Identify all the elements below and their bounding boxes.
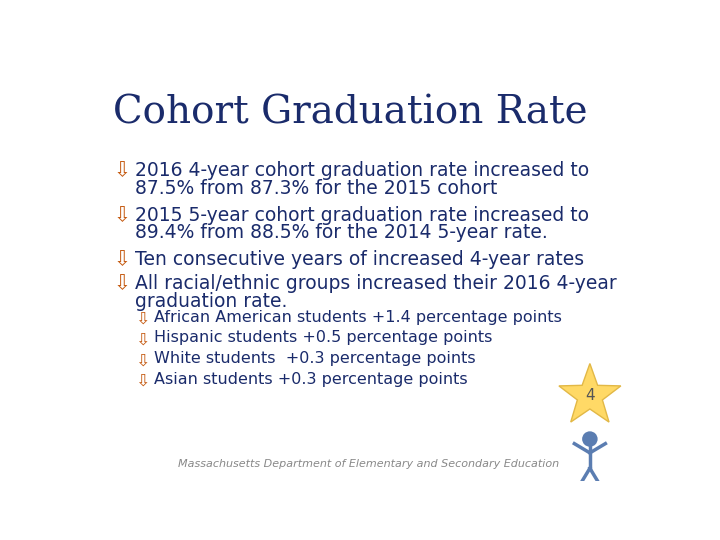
Text: Asian students +0.3 percentage points: Asian students +0.3 percentage points bbox=[153, 372, 467, 387]
Text: 4: 4 bbox=[585, 388, 595, 403]
Text: ⇩: ⇩ bbox=[113, 161, 130, 180]
Text: 87.5% from 87.3% for the 2015 cohort: 87.5% from 87.3% for the 2015 cohort bbox=[135, 179, 498, 198]
Text: African American students +1.4 percentage points: African American students +1.4 percentag… bbox=[153, 309, 562, 325]
Text: All racial/ethnic groups increased their 2016 4-year: All racial/ethnic groups increased their… bbox=[135, 274, 617, 293]
Text: ⇩: ⇩ bbox=[135, 309, 150, 328]
Text: Hispanic students +0.5 percentage points: Hispanic students +0.5 percentage points bbox=[153, 330, 492, 346]
Text: ⇩: ⇩ bbox=[135, 351, 150, 369]
Text: ⇩: ⇩ bbox=[135, 330, 150, 348]
Polygon shape bbox=[559, 363, 621, 422]
Text: 2016 4-year cohort graduation rate increased to: 2016 4-year cohort graduation rate incre… bbox=[135, 161, 589, 180]
Text: ⇩: ⇩ bbox=[113, 206, 130, 225]
Text: ⇩: ⇩ bbox=[113, 274, 130, 293]
Text: 89.4% from 88.5% for the 2014 5-year rate.: 89.4% from 88.5% for the 2014 5-year rat… bbox=[135, 224, 548, 242]
Text: Cohort Graduation Rate: Cohort Graduation Rate bbox=[113, 94, 588, 131]
Text: Ten consecutive years of increased 4-year rates: Ten consecutive years of increased 4-yea… bbox=[135, 251, 584, 269]
Text: Massachusetts Department of Elementary and Secondary Education: Massachusetts Department of Elementary a… bbox=[179, 459, 559, 469]
Text: ⇩: ⇩ bbox=[135, 372, 150, 390]
Text: graduation rate.: graduation rate. bbox=[135, 292, 287, 311]
Text: White students  +0.3 percentage points: White students +0.3 percentage points bbox=[153, 351, 475, 366]
Text: 2015 5-year cohort graduation rate increased to: 2015 5-year cohort graduation rate incre… bbox=[135, 206, 589, 225]
Text: ⇩: ⇩ bbox=[113, 251, 130, 269]
Circle shape bbox=[582, 431, 598, 447]
